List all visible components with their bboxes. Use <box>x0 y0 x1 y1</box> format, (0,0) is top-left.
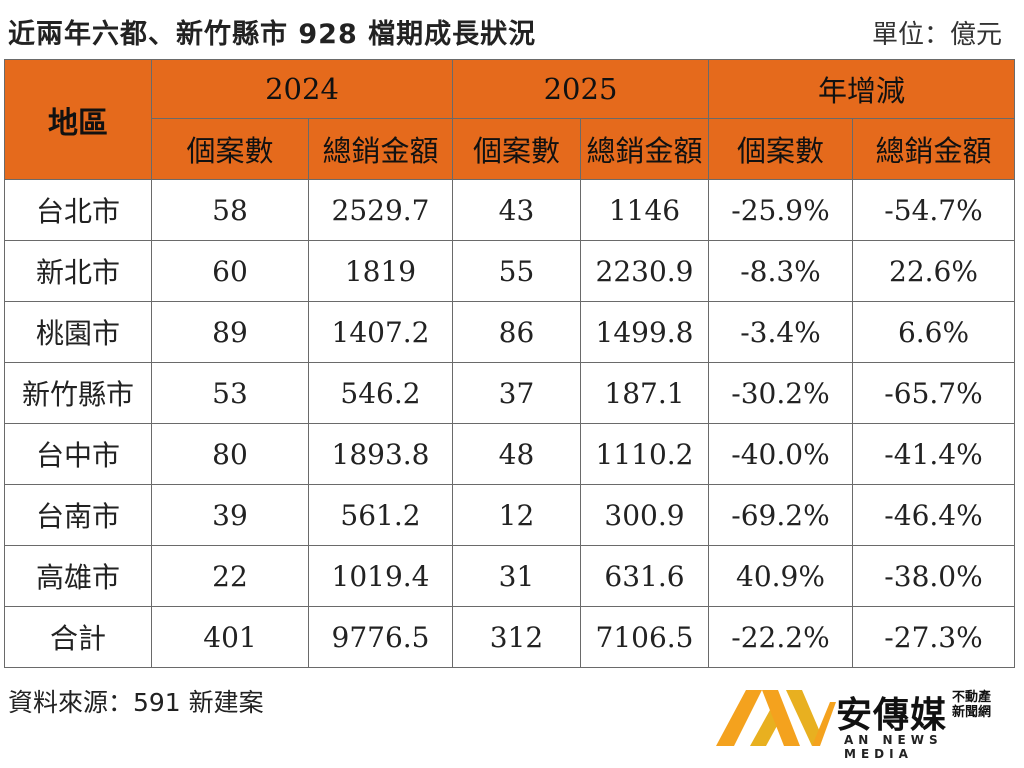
region-cell: 高雄市 <box>4 545 152 607</box>
value-cell: 58 <box>151 179 309 241</box>
sales-table: 地區 2024 2025 年增減 個案數 總銷金額 個案數 總銷金額 個案數 總… <box>4 59 1016 668</box>
value-cell: 312 <box>452 606 581 668</box>
logo-sub-line2: 新聞網 <box>952 705 992 720</box>
table-row: 桃園市 89 1407.2 86 1499.8 -3.4% 6.6% <box>4 301 1016 363</box>
table-row: 新北市 60 1819 55 2230.9 -8.3% 22.6% <box>4 240 1016 302</box>
value-cell: -65.7% <box>851 362 1016 424</box>
value-cell: 40.9% <box>708 545 853 607</box>
value-cell: 1110.2 <box>580 423 709 485</box>
value-cell: -69.2% <box>708 484 853 546</box>
value-cell: 12 <box>452 484 581 546</box>
logo-subtitle: 不動產 新聞網 <box>952 690 1002 720</box>
value-cell: -22.2% <box>708 606 853 668</box>
value-cell: -38.0% <box>851 545 1016 607</box>
value-cell: 7106.5 <box>580 606 709 668</box>
value-cell: 1146 <box>580 179 709 241</box>
region-cell: 台中市 <box>4 423 152 485</box>
page-title: 近兩年六都、新竹縣市 928 檔期成長狀況 <box>8 19 537 50</box>
region-cell: 台北市 <box>4 179 152 241</box>
value-cell: 1819 <box>308 240 453 302</box>
value-cell: -3.4% <box>708 301 853 363</box>
group-header-2025: 2025 <box>452 59 709 119</box>
value-cell: 6.6% <box>851 301 1016 363</box>
subheader: 總銷金額 <box>851 118 1016 180</box>
value-cell: 80 <box>151 423 309 485</box>
logo-english: AN NEWS MEDIA <box>844 733 943 761</box>
value-cell: -54.7% <box>851 179 1016 241</box>
value-cell: 60 <box>151 240 309 302</box>
region-cell: 台南市 <box>4 484 152 546</box>
value-cell: 1499.8 <box>580 301 709 363</box>
value-cell: 9776.5 <box>308 606 453 668</box>
subheader: 總銷金額 <box>308 118 453 180</box>
an-news-media-logo: 安傳媒 不動產 新聞網 AN NEWS MEDIA <box>716 686 1016 761</box>
group-header-2024: 2024 <box>151 59 453 119</box>
value-cell: -25.9% <box>708 179 853 241</box>
table-row: 新竹縣市 53 546.2 37 187.1 -30.2% -65.7% <box>4 362 1016 424</box>
subheader: 個案數 <box>708 118 853 180</box>
subheader: 總銷金額 <box>580 118 709 180</box>
value-cell: 89 <box>151 301 309 363</box>
value-cell: 2529.7 <box>308 179 453 241</box>
value-cell: 22 <box>151 545 309 607</box>
value-cell: 2230.9 <box>580 240 709 302</box>
value-cell: 187.1 <box>580 362 709 424</box>
unit-label: 單位：億元 <box>871 20 1002 50</box>
value-cell: -46.4% <box>851 484 1016 546</box>
value-cell: 48 <box>452 423 581 485</box>
value-cell: 37 <box>452 362 581 424</box>
table-row: 台北市 58 2529.7 43 1146 -25.9% -54.7% <box>4 179 1016 241</box>
logo-name: 安傳媒 <box>836 695 948 736</box>
table-row: 台中市 80 1893.8 48 1110.2 -40.0% -41.4% <box>4 423 1016 485</box>
value-cell: 561.2 <box>308 484 453 546</box>
value-cell: -8.3% <box>708 240 853 302</box>
value-cell: 401 <box>151 606 309 668</box>
value-cell: 546.2 <box>308 362 453 424</box>
region-cell: 新北市 <box>4 240 152 302</box>
value-cell: 53 <box>151 362 309 424</box>
value-cell: -30.2% <box>708 362 853 424</box>
value-cell: 43 <box>452 179 581 241</box>
value-cell: 55 <box>452 240 581 302</box>
region-cell: 新竹縣市 <box>4 362 152 424</box>
value-cell: 39 <box>151 484 309 546</box>
value-cell: -41.4% <box>851 423 1016 485</box>
logo-sub-line1: 不動產 <box>952 690 992 705</box>
an-logo-mark-icon <box>716 690 836 746</box>
region-cell: 桃園市 <box>4 301 152 363</box>
group-header-change: 年增減 <box>707 59 1016 119</box>
subheader: 個案數 <box>452 118 581 180</box>
region-header: 地區 <box>4 59 152 180</box>
header-row-groups: 地區 2024 2025 年增減 <box>4 59 1016 180</box>
value-cell: 86 <box>452 301 581 363</box>
value-cell: 31 <box>452 545 581 607</box>
source-note: 資料來源：591 新建案 <box>8 688 264 717</box>
value-cell: 1893.8 <box>308 423 453 485</box>
value-cell: 1019.4 <box>308 545 453 607</box>
value-cell: 300.9 <box>580 484 709 546</box>
value-cell: -40.0% <box>708 423 853 485</box>
header-row-subs: 個案數 總銷金額 個案數 總銷金額 個案數 總銷金額 <box>5 118 1016 180</box>
value-cell: 22.6% <box>851 240 1016 302</box>
table-row: 合計 401 9776.5 312 7106.5 -22.2% -27.3% <box>4 606 1016 668</box>
value-cell: 631.6 <box>580 545 709 607</box>
region-cell: 合計 <box>4 606 152 668</box>
subheader: 個案數 <box>151 118 309 180</box>
value-cell: -27.3% <box>851 606 1016 668</box>
table-row: 台南市 39 561.2 12 300.9 -69.2% -46.4% <box>4 484 1016 546</box>
value-cell: 1407.2 <box>308 301 453 363</box>
table-row: 高雄市 22 1019.4 31 631.6 40.9% -38.0% <box>4 545 1016 607</box>
